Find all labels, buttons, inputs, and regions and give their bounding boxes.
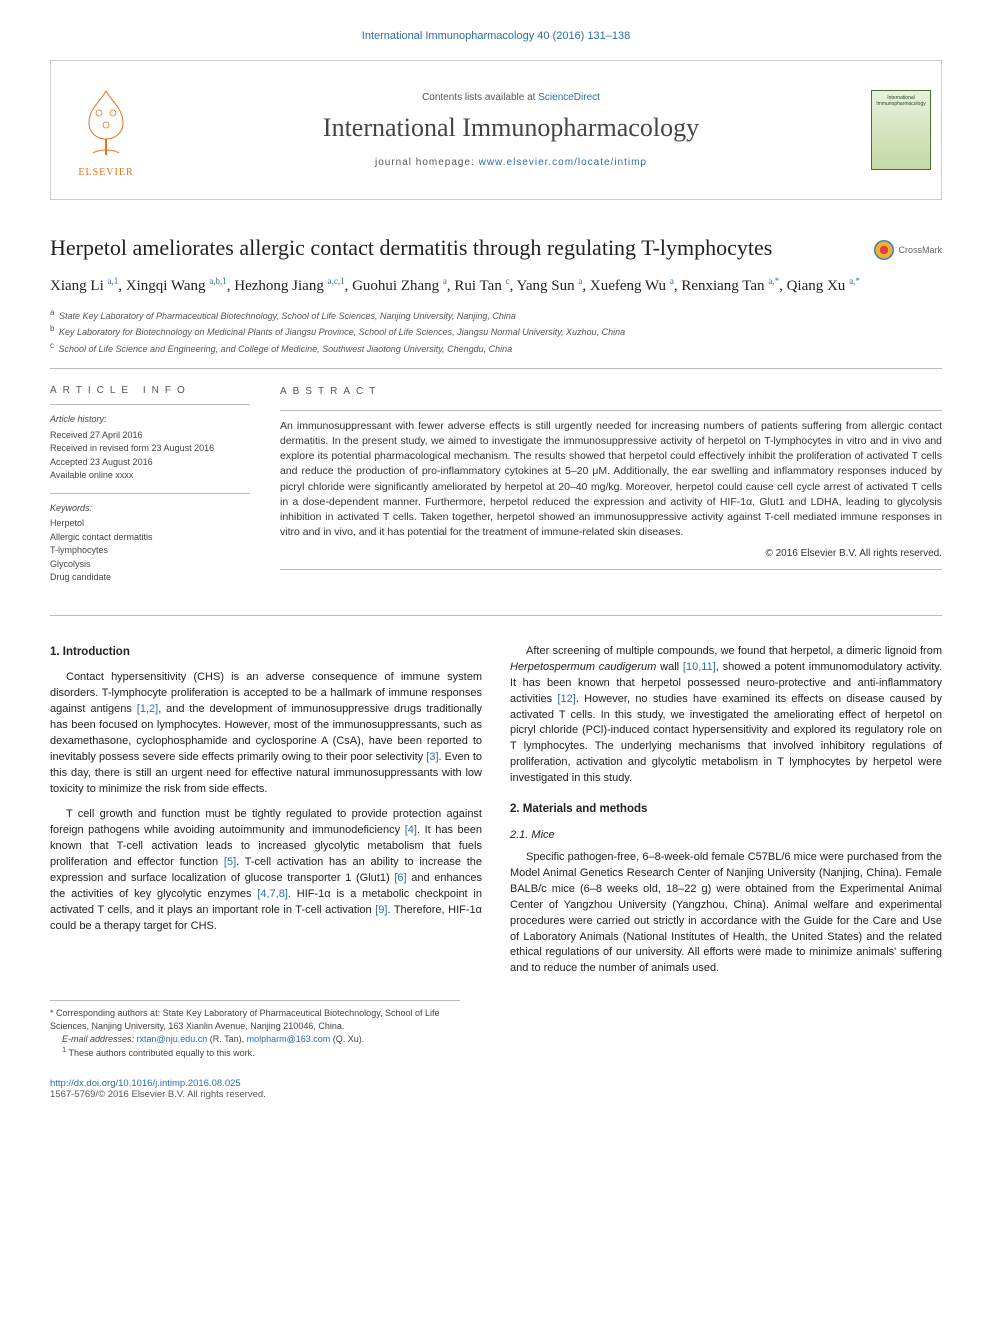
article-history-block: Article history: Received 27 April 2016R… [50, 413, 250, 483]
emails-label: E-mail addresses: [62, 1034, 134, 1044]
affiliations: a State Key Laboratory of Pharmaceutical… [50, 307, 942, 369]
info-rule-2 [50, 493, 250, 494]
contrib-sup: 1 [62, 1045, 66, 1054]
email-2[interactable]: molpharm@163.com [247, 1034, 331, 1044]
issn-copyright: 1567-5769/© 2016 Elsevier B.V. All right… [50, 1089, 266, 1100]
keyword-line: Allergic contact dermatitis [50, 531, 250, 545]
corresponding-note: * Corresponding authors at: State Key La… [50, 1007, 460, 1032]
info-rule [50, 404, 250, 405]
article-info: ARTICLE INFO Article history: Received 2… [50, 385, 250, 595]
keywords-block: Keywords: HerpetolAllergic contact derma… [50, 502, 250, 585]
homepage-label: journal homepage: [375, 157, 479, 168]
keywords-label: Keywords: [50, 502, 250, 516]
doi-link[interactable]: http://dx.doi.org/10.1016/j.intimp.2016.… [50, 1078, 241, 1089]
abstract-text: An immunosuppressant with fewer adverse … [280, 419, 942, 541]
journal-homepage: journal homepage: www.elsevier.com/locat… [171, 157, 851, 168]
sciencedirect-link[interactable]: ScienceDirect [538, 92, 600, 103]
contents-available: Contents lists available at ScienceDirec… [171, 92, 851, 103]
keyword-line: T-lymphocytes [50, 544, 250, 558]
author-list: Xiang Li a,1, Xingqi Wang a,b,1, Hezhong… [50, 275, 942, 298]
section-heading-intro: 1. Introduction [50, 644, 482, 661]
history-line: Available online xxxx [50, 469, 250, 483]
intro-paragraph-2: T cell growth and function must be tight… [50, 807, 482, 935]
email-2-who: (Q. Xu). [333, 1034, 365, 1044]
crossmark-badge[interactable]: CrossMark [852, 240, 942, 260]
publisher-logo: ELSEVIER [51, 61, 161, 199]
article-info-heading: ARTICLE INFO [50, 385, 250, 396]
abstract: ABSTRACT An immunosuppressant with fewer… [280, 385, 942, 595]
journal-cover-thumb: International Immunopharmacology [861, 61, 941, 199]
abstract-rule [280, 410, 942, 411]
history-line: Received 27 April 2016 [50, 429, 250, 443]
contents-prefix: Contents lists available at [422, 92, 538, 103]
thumb-bottom: Immunopharmacology [872, 101, 930, 107]
keyword-line: Drug candidate [50, 571, 250, 585]
abstract-copyright: © 2016 Elsevier B.V. All rights reserved… [280, 547, 942, 562]
section-divider [50, 615, 942, 616]
affiliation-line: b Key Laboratory for Biotechnology on Me… [50, 323, 942, 339]
intro-paragraph-1: Contact hypersensitivity (CHS) is an adv… [50, 670, 482, 798]
journal-header: ELSEVIER Contents lists available at Sci… [50, 60, 942, 200]
history-line: Accepted 23 August 2016 [50, 456, 250, 470]
crossmark-icon [874, 240, 894, 260]
contrib-text: These authors contributed equally to thi… [69, 1048, 255, 1058]
affiliation-line: c School of Life Science and Engineering… [50, 340, 942, 356]
article-title: Herpetol ameliorates allergic contact de… [50, 234, 842, 263]
subsection-heading-mice: 2.1. Mice [510, 828, 942, 844]
elsevier-tree-icon [71, 83, 141, 163]
header-center: Contents lists available at ScienceDirec… [161, 61, 861, 199]
keyword-line: Glycolysis [50, 558, 250, 572]
journal-ref-anchor[interactable]: International Immunopharmacology 40 (201… [362, 30, 630, 42]
cover-image-icon: International Immunopharmacology [871, 90, 931, 170]
publisher-label: ELSEVIER [78, 167, 133, 178]
article-body: 1. Introduction Contact hypersensitivity… [50, 644, 942, 987]
section-heading-methods: 2. Materials and methods [510, 801, 942, 818]
abstract-heading: ABSTRACT [280, 385, 942, 400]
history-line: Received in revised form 23 August 2016 [50, 442, 250, 456]
mice-paragraph: Specific pathogen-free, 6–8-week-old fem… [510, 850, 942, 978]
footnotes: * Corresponding authors at: State Key La… [50, 1000, 460, 1059]
abstract-rule-bottom [280, 569, 942, 570]
bottom-bar: http://dx.doi.org/10.1016/j.intimp.2016.… [50, 1078, 942, 1100]
affiliation-line: a State Key Laboratory of Pharmaceutical… [50, 307, 942, 323]
keyword-line: Herpetol [50, 517, 250, 531]
journal-name: International Immunopharmacology [171, 113, 851, 143]
journal-ref-link[interactable]: International Immunopharmacology 40 (201… [50, 30, 942, 42]
history-label: Article history: [50, 413, 250, 427]
email-1-who: (R. Tan), [210, 1034, 244, 1044]
email-1[interactable]: rxtan@nju.edu.cn [137, 1034, 208, 1044]
emails-line: E-mail addresses: rxtan@nju.edu.cn (R. T… [50, 1033, 460, 1046]
contrib-note: 1 These authors contributed equally to t… [50, 1045, 460, 1060]
crossmark-label: CrossMark [898, 245, 942, 255]
intro-paragraph-3: After screening of multiple compounds, w… [510, 644, 942, 787]
homepage-url[interactable]: www.elsevier.com/locate/intimp [479, 157, 647, 168]
